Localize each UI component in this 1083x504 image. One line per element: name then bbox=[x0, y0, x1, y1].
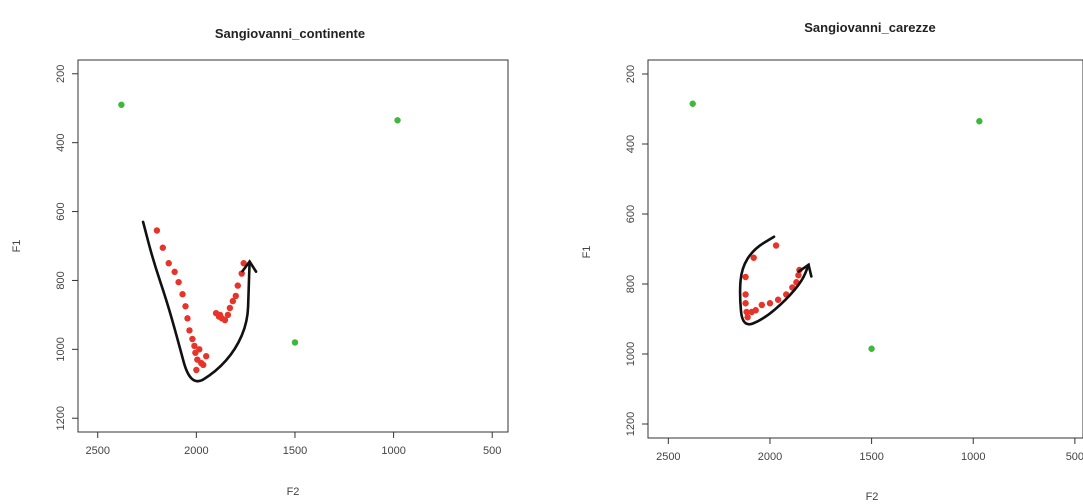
data-point bbox=[203, 353, 210, 360]
data-point bbox=[868, 345, 875, 352]
trajectory-arrow bbox=[738, 235, 810, 326]
data-point bbox=[772, 242, 780, 249]
x-tick-label: 2500 bbox=[85, 445, 109, 457]
data-point bbox=[179, 291, 186, 298]
data-point bbox=[750, 254, 757, 261]
data-point bbox=[742, 300, 749, 307]
data-point bbox=[224, 311, 232, 319]
data-point bbox=[153, 227, 161, 234]
plot-frame bbox=[647, 59, 1083, 439]
y-tick-label: 400 bbox=[55, 133, 67, 151]
y-tick-label: 400 bbox=[625, 135, 637, 153]
chart-sangiovanni-carezze: Sangiovanni_carezze 200 400 600 800 1000 1200… bbox=[581, 20, 1083, 503]
data-point bbox=[291, 339, 299, 346]
chart-title: Sangiovanni_continente bbox=[215, 26, 365, 41]
y-tick-label: 600 bbox=[55, 202, 67, 220]
x-tick-label: 500 bbox=[1066, 451, 1083, 463]
data-point bbox=[226, 304, 234, 312]
x-tick-label: 2500 bbox=[656, 451, 680, 463]
chart-sangiovanni-continente: Sangiovanni_continente 200 400 600 800 1000 1… bbox=[11, 26, 509, 498]
data-point bbox=[240, 260, 247, 267]
data-point bbox=[234, 282, 241, 289]
arrowhead bbox=[241, 259, 258, 273]
data-point bbox=[200, 361, 207, 369]
plot-frame bbox=[77, 59, 509, 433]
y-tick-label: 800 bbox=[55, 271, 67, 289]
trajectory-arrow bbox=[141, 220, 251, 383]
data-point bbox=[184, 315, 191, 322]
x-tick-label: 1500 bbox=[283, 445, 307, 457]
x-axis-label: F2 bbox=[287, 486, 300, 498]
data-point bbox=[758, 301, 766, 309]
data-point bbox=[229, 297, 237, 305]
data-point bbox=[186, 327, 193, 334]
arrowhead bbox=[797, 262, 813, 278]
data-point bbox=[171, 268, 178, 276]
y-tick-label: 1200 bbox=[625, 412, 637, 436]
x-tick-label: 2000 bbox=[184, 445, 208, 457]
data-point bbox=[394, 117, 401, 124]
data-point bbox=[165, 260, 172, 267]
data-point bbox=[159, 244, 167, 251]
y-tick-label: 200 bbox=[55, 65, 67, 83]
y-axis-label: F1 bbox=[11, 240, 23, 253]
x-tick-label: 2000 bbox=[758, 451, 782, 463]
data-point bbox=[193, 366, 200, 374]
x-tick-label: 500 bbox=[483, 445, 501, 457]
data-point bbox=[742, 273, 749, 281]
y-tick-label: 200 bbox=[625, 65, 637, 83]
y-tick-label: 1000 bbox=[55, 337, 67, 361]
data-point bbox=[743, 308, 750, 316]
data-point bbox=[182, 303, 189, 310]
data-point bbox=[118, 101, 125, 108]
data-point bbox=[795, 272, 802, 279]
y-tick-label: 1000 bbox=[625, 342, 637, 366]
x-axis-label: F2 bbox=[866, 491, 879, 503]
data-point bbox=[175, 278, 182, 286]
y-tick-label: 600 bbox=[625, 205, 637, 223]
x-tick-label: 1000 bbox=[381, 445, 405, 457]
x-tick-label: 1500 bbox=[859, 451, 883, 463]
chart-title: Sangiovanni_carezze bbox=[804, 20, 936, 35]
x-tick-label: 1000 bbox=[961, 451, 985, 463]
data-point bbox=[752, 307, 759, 314]
data-point bbox=[189, 335, 196, 343]
data-point bbox=[742, 291, 749, 298]
data-point bbox=[976, 118, 983, 125]
y-tick-label: 1200 bbox=[55, 406, 67, 430]
data-point bbox=[744, 314, 751, 321]
data-point bbox=[196, 346, 203, 353]
data-point bbox=[232, 292, 239, 300]
data-point bbox=[221, 316, 229, 324]
data-point bbox=[774, 296, 782, 303]
y-axis-label: F1 bbox=[581, 246, 593, 259]
data-point bbox=[689, 100, 696, 107]
data-point bbox=[216, 311, 224, 319]
data-point bbox=[191, 342, 198, 350]
y-tick-label: 800 bbox=[625, 275, 637, 293]
data-point bbox=[766, 300, 774, 307]
